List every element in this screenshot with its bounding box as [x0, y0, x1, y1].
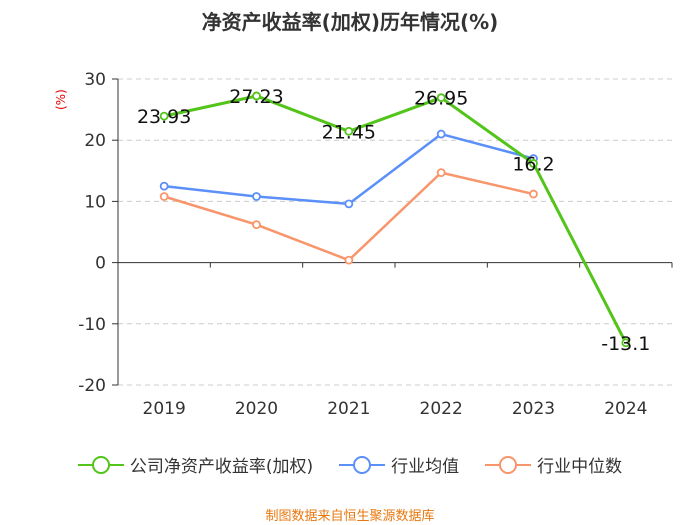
chart-title: 净资产收益率(加权)历年情况(%): [201, 10, 499, 34]
data-point: [436, 129, 446, 139]
x-tick-label: 2020: [235, 399, 278, 419]
legend-label: 公司净资产收益率(加权): [129, 457, 314, 477]
y-tick-label: 30: [84, 70, 106, 90]
data-point: [252, 192, 261, 201]
series-line-1: [164, 132, 534, 206]
series-line-0: [163, 94, 628, 344]
data-point: [529, 159, 538, 168]
data-label: 23.93: [137, 106, 191, 128]
legend-marker-icon: [485, 455, 532, 474]
x-tick-label: 2021: [327, 399, 370, 419]
data-point: [252, 220, 261, 230]
data-point: [159, 192, 169, 201]
data-label: 26.95: [414, 88, 468, 110]
data-point: [529, 189, 538, 199]
x-tick-label: 2022: [420, 399, 463, 419]
data-point: [344, 199, 354, 209]
data-point: [344, 126, 354, 136]
data-point: [436, 168, 446, 178]
data-point: [344, 255, 354, 265]
data-point: [252, 91, 261, 101]
legend-item[interactable]: 行业中位数: [485, 452, 622, 477]
x-tick-label: 2023: [512, 399, 555, 419]
y-tick-label: 20: [84, 131, 106, 151]
data-label: 27.23: [229, 86, 283, 108]
data-point: [436, 93, 446, 103]
source-footnote: 制图数据来自恒生聚源数据库: [265, 509, 435, 524]
data-label: -13.1: [601, 333, 650, 355]
series-line-2: [163, 171, 534, 262]
y-axis-unit-label: (%): [54, 89, 68, 110]
y-tick-label: -10: [78, 315, 106, 335]
legend-item[interactable]: 公司净资产收益率(加权): [77, 452, 314, 477]
legend-item[interactable]: 行业均值: [339, 452, 459, 477]
legend-marker-icon: [77, 455, 124, 474]
data-label: 16.2: [512, 153, 554, 175]
x-tick-label: 2019: [143, 399, 186, 419]
data-point: [621, 338, 631, 348]
y-tick-label: 0: [95, 254, 106, 274]
legend-marker-icon: [339, 455, 386, 474]
legend-label: 行业均值: [391, 457, 460, 477]
y-tick-label: 10: [84, 192, 106, 212]
data-point: [159, 111, 169, 121]
data-point: [159, 181, 169, 191]
y-tick-label: -20: [78, 376, 106, 396]
x-tick-label: 2024: [604, 399, 647, 419]
data-label: 21.45: [322, 121, 376, 143]
legend: 公司净资产收益率(加权) 行业均值 行业中位数: [0, 452, 700, 477]
legend-label: 行业中位数: [537, 457, 623, 477]
